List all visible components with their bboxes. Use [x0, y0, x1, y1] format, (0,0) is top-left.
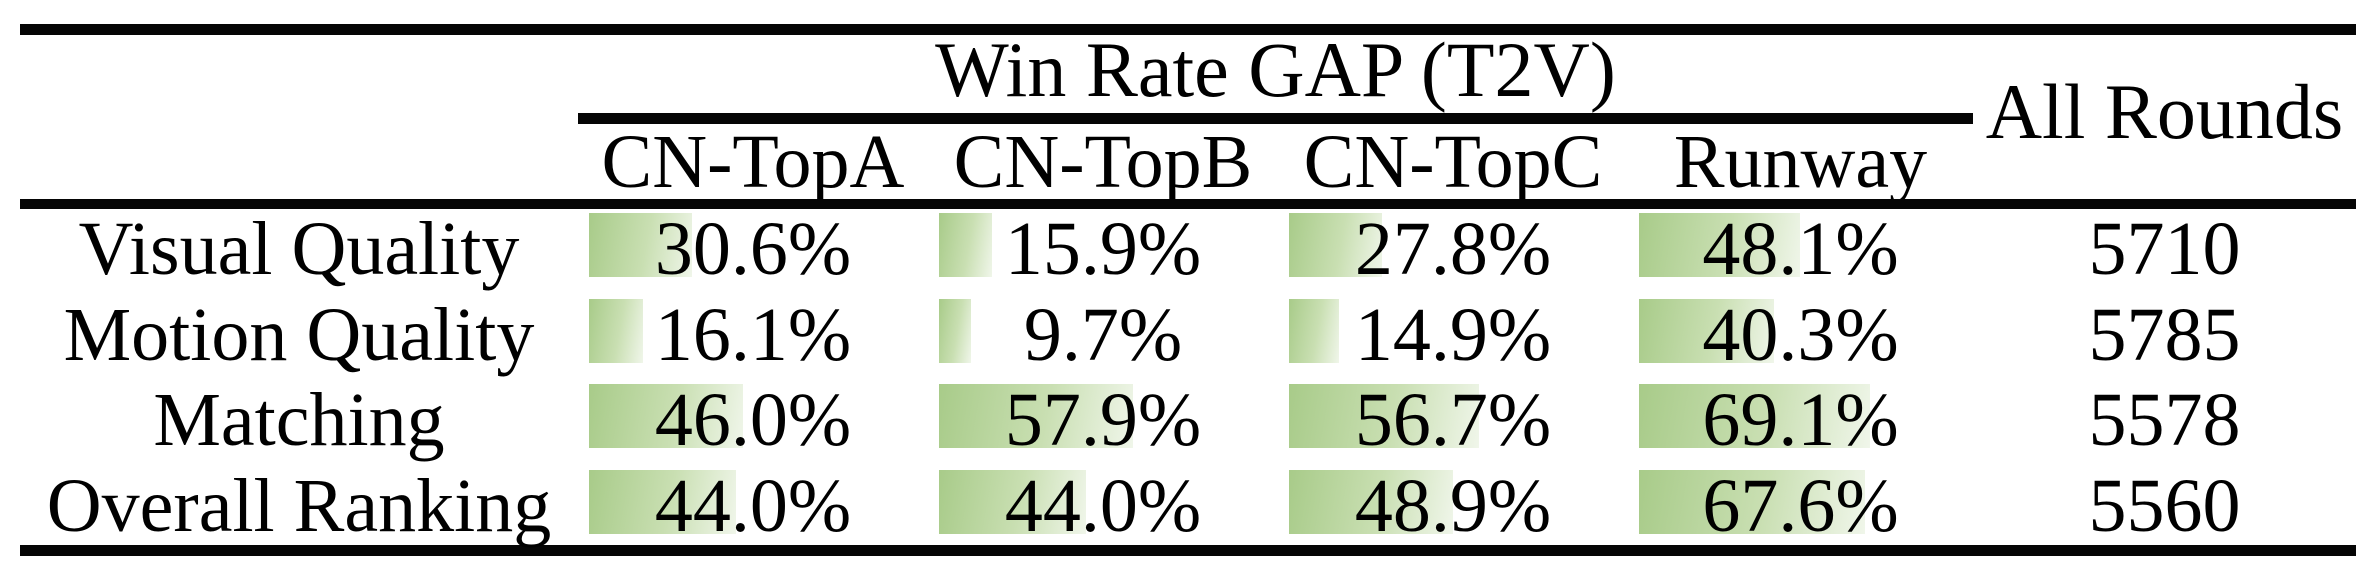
win-rate-bar [1289, 299, 1339, 363]
data-cell: 16.1% [578, 297, 928, 373]
win-rate-bar [1639, 299, 1774, 363]
win-rate-bar [589, 470, 736, 534]
win-rate-bar [939, 384, 1133, 448]
win-rate-bar [1289, 470, 1453, 534]
data-cell: 57.9% [928, 382, 1278, 458]
data-cell: 67.6% [1628, 468, 1973, 544]
data-cell: 14.9% [1278, 297, 1628, 373]
row-label: Motion Quality [63, 293, 535, 377]
win-rate-bar [939, 299, 971, 363]
data-cell: 69.1% [1628, 382, 1973, 458]
win-rate-bar [1639, 470, 1865, 534]
group-header-underline [578, 113, 1973, 124]
all-rounds-cell: 5785 [2088, 293, 2241, 377]
column-header-cn-topc: CN-TopC [1303, 120, 1603, 204]
win-rate-bar [589, 384, 743, 448]
column-header-all-rounds: All Rounds [1985, 67, 2344, 155]
data-cell: 9.7% [928, 297, 1278, 373]
win-rate-bar [1289, 384, 1479, 448]
table-row-motion-quality: Motion Quality 16.1% 9.7% 14.9% 40.3% 57… [20, 293, 2356, 377]
table-row-overall-ranking: Overall Ranking 44.0% 44.0% 48.9% 67.6% … [20, 464, 2356, 548]
data-cell: 48.1% [1628, 211, 1973, 287]
table-top-rule [20, 24, 2356, 35]
data-cell: 40.3% [1628, 297, 1973, 373]
all-rounds-cell: 5560 [2088, 464, 2241, 548]
table-row-visual-quality: Visual Quality 30.6% 15.9% 27.8% 48.1% 5… [20, 207, 2356, 291]
win-rate-bar [1639, 213, 1800, 277]
table-row-matching: Matching 46.0% 57.9% 56.7% 69.1% 5578 [20, 378, 2356, 462]
win-rate-bar [939, 213, 992, 277]
data-cell: 44.0% [928, 468, 1278, 544]
data-cell: 44.0% [578, 468, 928, 544]
data-cell: 48.9% [1278, 468, 1628, 544]
win-rate-bar [1289, 213, 1382, 277]
data-cell: 27.8% [1278, 211, 1628, 287]
table-header-rule [20, 199, 2356, 209]
group-header-win-rate-gap: Win Rate GAP (T2V) [935, 26, 1616, 113]
all-rounds-cell: 5710 [2088, 207, 2241, 291]
data-cell: 46.0% [578, 382, 928, 458]
all-rounds-cell: 5578 [2088, 378, 2241, 462]
data-cell: 30.6% [578, 211, 928, 287]
row-label: Matching [153, 378, 445, 462]
win-rate-bar [939, 470, 1086, 534]
subheader-row: CN-TopA CN-TopB CN-TopC Runway [578, 120, 1973, 204]
win-rate-bar [1639, 384, 1870, 448]
column-header-cn-topb: CN-TopB [953, 120, 1253, 204]
data-cell: 15.9% [928, 211, 1278, 287]
table-bottom-rule [20, 545, 2356, 556]
win-rate-bar [589, 299, 643, 363]
column-header-cn-topa: CN-TopA [601, 120, 905, 204]
column-header-runway: Runway [1673, 120, 1928, 204]
row-label: Visual Quality [78, 207, 520, 291]
data-cell: 56.7% [1278, 382, 1628, 458]
row-label: Overall Ranking [46, 464, 552, 548]
win-rate-bar [589, 213, 692, 277]
